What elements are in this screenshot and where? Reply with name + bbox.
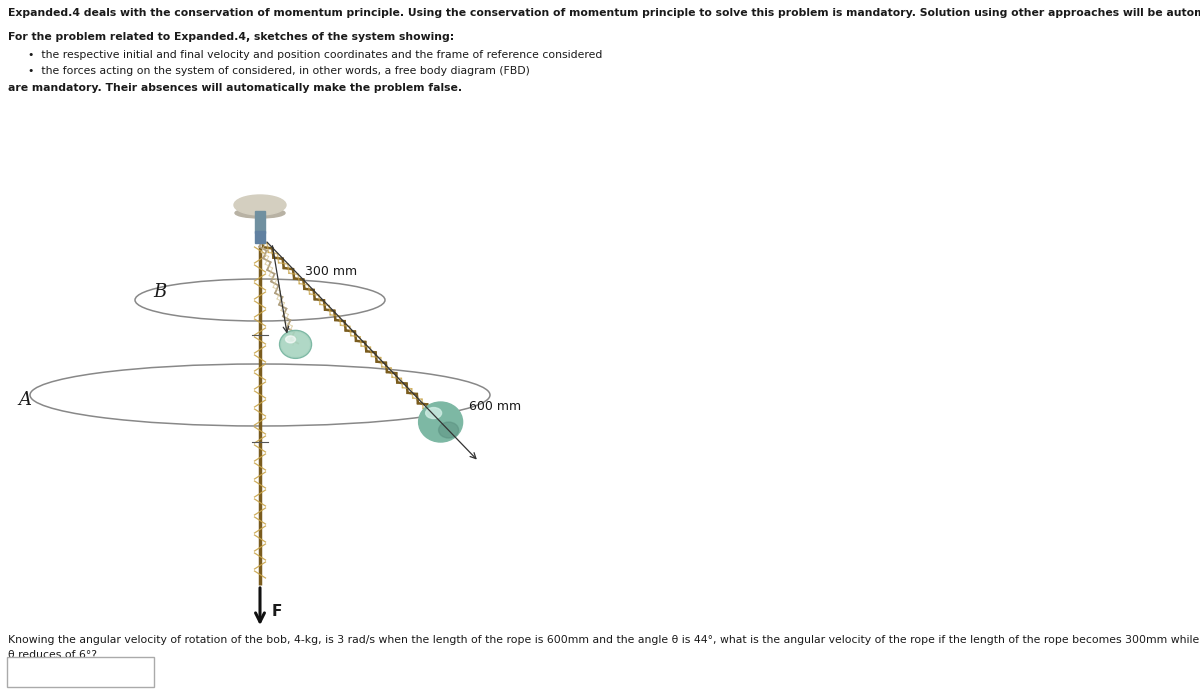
FancyBboxPatch shape <box>256 211 265 233</box>
FancyBboxPatch shape <box>256 231 265 243</box>
FancyBboxPatch shape <box>7 657 154 687</box>
Ellipse shape <box>426 408 442 419</box>
Text: For the problem related to Expanded.4, sketches of the system showing:: For the problem related to Expanded.4, s… <box>8 32 455 42</box>
Ellipse shape <box>234 195 286 215</box>
Ellipse shape <box>419 402 463 442</box>
Text: are mandatory. Their absences will automatically make the problem false.: are mandatory. Their absences will autom… <box>8 83 462 93</box>
Text: Knowing the angular velocity of rotation of the bob, 4-kg, is 3 rad/s when the l: Knowing the angular velocity of rotation… <box>8 635 1200 645</box>
Text: •  the respective initial and final velocity and position coordinates and the fr: • the respective initial and final veloc… <box>28 50 602 60</box>
Text: Expanded.4 deals with the conservation of momentum principle. Using the conserva: Expanded.4 deals with the conservation o… <box>8 8 1200 18</box>
Ellipse shape <box>439 422 458 438</box>
Text: 300 mm: 300 mm <box>305 265 356 278</box>
Text: •  the forces acting on the system of considered, in other words, a free body di: • the forces acting on the system of con… <box>28 66 530 76</box>
Text: θ reduces of 6°?: θ reduces of 6°? <box>8 650 97 660</box>
Ellipse shape <box>286 336 295 343</box>
Text: A: A <box>18 391 31 409</box>
Ellipse shape <box>235 208 286 218</box>
Ellipse shape <box>281 331 311 357</box>
Text: 600 mm: 600 mm <box>469 400 521 413</box>
Text: B: B <box>154 283 167 301</box>
Text: F: F <box>272 604 282 619</box>
